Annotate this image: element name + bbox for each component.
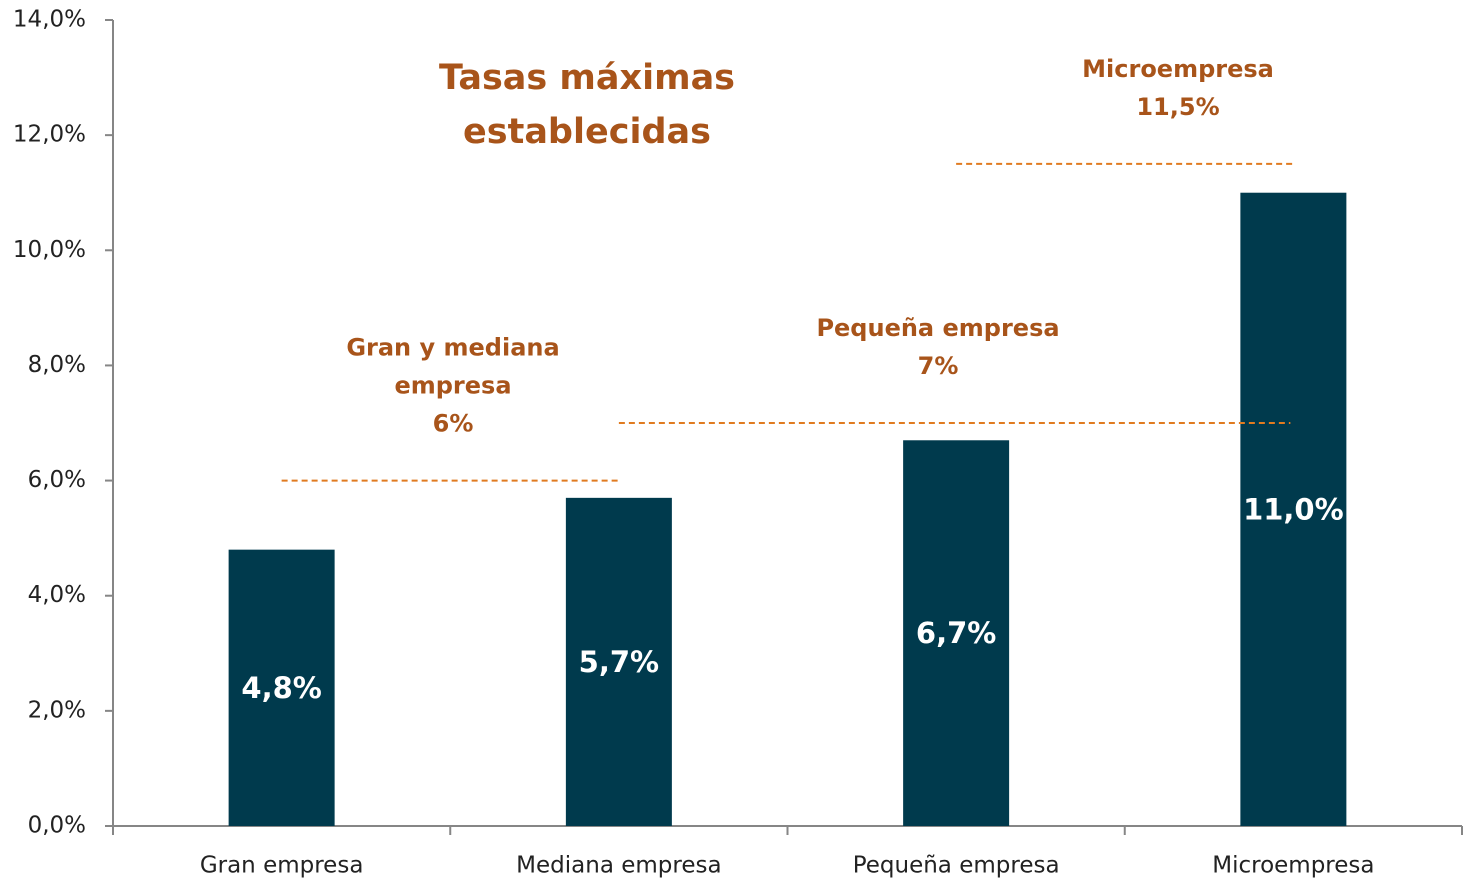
bar [565,497,672,826]
chart-title: Tasas máximas [439,58,735,98]
x-tick-label: Microempresa [1212,853,1374,879]
y-tick-label: 4,0% [28,582,86,608]
bar [228,549,335,826]
threshold-label: Gran y mediana [346,334,559,362]
bar [1240,192,1347,826]
y-tick-label: 14,0% [13,7,86,33]
x-tick-label: Gran empresa [200,853,364,879]
y-tick-label: 12,0% [13,122,86,148]
y-tick-label: 8,0% [28,352,86,378]
y-tick-label: 0,0% [28,813,86,839]
threshold-label: Microempresa [1082,55,1274,83]
y-tick-label: 6,0% [28,467,86,493]
value-label: 4,8% [241,671,321,705]
threshold-label: Pequeña empresa [816,314,1059,342]
threshold-value: 6% [433,410,474,438]
y-tick-label: 10,0% [13,237,86,263]
threshold-value: 11,5% [1136,93,1219,121]
value-label: 5,7% [579,645,659,679]
chart-title: establecidas [463,112,711,152]
threshold-value: 7% [918,352,959,380]
threshold-label: empresa [394,372,511,400]
value-label: 11,0% [1243,492,1344,526]
x-tick-label: Mediana empresa [516,853,721,879]
bar [903,440,1010,826]
value-label: 6,7% [916,616,996,650]
x-tick-label: Pequeña empresa [853,853,1060,879]
y-tick-label: 2,0% [28,697,86,723]
